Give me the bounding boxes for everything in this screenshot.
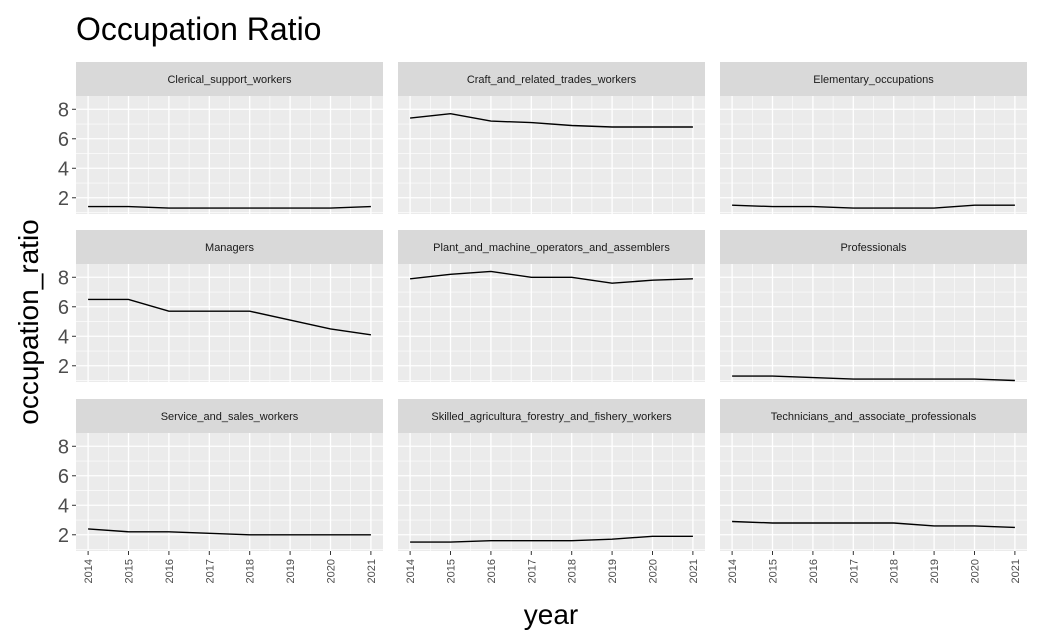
facet-strip xyxy=(720,230,1027,264)
x-tick-label: 2020 xyxy=(325,559,337,583)
series-line xyxy=(88,528,371,536)
facet-strip xyxy=(398,399,705,433)
facet-panel: Managers 2 4 6 8 xyxy=(58,230,383,382)
x-tick-label: 2021 xyxy=(688,559,700,583)
y-tick-label: 8 xyxy=(58,99,69,121)
x-tick-label: 2020 xyxy=(969,559,981,583)
facet-panel: Craft_and_related_trades_workers xyxy=(398,62,705,214)
y-tick-label: 8 xyxy=(58,436,69,458)
facet-strip xyxy=(720,399,1027,433)
series-line xyxy=(732,204,1015,209)
y-tick-label: 4 xyxy=(58,495,69,517)
x-tick-label: 2019 xyxy=(929,559,941,583)
x-tick-label: 2014 xyxy=(405,559,417,583)
x-tick-label: 2019 xyxy=(607,559,619,583)
x-tick-label: 2015 xyxy=(446,559,458,583)
x-tick-label: 2018 xyxy=(889,559,901,583)
series-line xyxy=(410,270,693,284)
x-tick-label: 2014 xyxy=(83,559,95,583)
y-axis-title: occupation_ratio xyxy=(13,219,44,424)
facet-strip xyxy=(398,62,705,96)
y-tick-label: 4 xyxy=(58,326,69,348)
facet-strip xyxy=(76,230,383,264)
facet-panel: Clerical_support_workers 2 4 6 8 xyxy=(58,62,383,214)
x-tick-label: 2016 xyxy=(808,559,820,583)
facet-strip-label: Elementary_occupations xyxy=(813,74,934,86)
facet-strip-label: Professionals xyxy=(840,242,907,254)
y-tick-label: 6 xyxy=(58,466,69,488)
x-tick-label: 2017 xyxy=(204,559,216,583)
x-tick-label: 2016 xyxy=(486,559,498,583)
series-line xyxy=(410,535,693,543)
facet-panel: Elementary_occupations xyxy=(720,62,1027,214)
facet-strip-label: Craft_and_related_trades_workers xyxy=(467,74,637,86)
facet-strip-label: Technicians_and_associate_professionals xyxy=(771,411,977,423)
facet-panel: Technicians_and_associate_professionals 2… xyxy=(720,399,1027,583)
x-tick-label: 2016 xyxy=(164,559,176,583)
facet-panel: Service_and_sales_workers 2 4 6 8 2014 2015 201… xyxy=(58,399,383,583)
x-axis-title: year xyxy=(524,599,578,630)
facet-panel: Skilled_agricultura_forestry_and_fishery… xyxy=(398,399,705,583)
x-tick-label: 2018 xyxy=(245,559,257,583)
facet-strip-label: Skilled_agricultura_forestry_and_fishery… xyxy=(431,411,672,423)
facet-strip xyxy=(76,62,383,96)
x-tick-label: 2019 xyxy=(285,559,297,583)
y-tick-label: 6 xyxy=(58,129,69,151)
facet-panel: Plant_and_machine_operators_and_assemble… xyxy=(398,230,705,382)
facet-strip-label: Service_and_sales_workers xyxy=(161,411,299,423)
x-tick-label: 2014 xyxy=(727,559,739,583)
y-tick-label: 6 xyxy=(58,297,69,319)
x-tick-label: 2021 xyxy=(366,559,378,583)
x-tick-label: 2021 xyxy=(1010,559,1022,583)
series-line xyxy=(732,375,1015,382)
series-line xyxy=(88,205,371,209)
facet-strip xyxy=(76,399,383,433)
x-tick-label: 2017 xyxy=(848,559,860,583)
series-line xyxy=(410,112,693,128)
x-tick-label: 2015 xyxy=(124,559,136,583)
x-tick-label: 2017 xyxy=(526,559,538,583)
y-tick-label: 2 xyxy=(58,525,69,547)
facet-strip-label: Plant_and_machine_operators_and_assemble… xyxy=(433,242,670,254)
y-tick-label: 2 xyxy=(58,188,69,210)
x-tick-label: 2015 xyxy=(768,559,780,583)
chart-title: Occupation Ratio xyxy=(76,11,321,47)
x-tick-label: 2020 xyxy=(647,559,659,583)
facet-strip-label: Managers xyxy=(205,242,254,254)
facet-strip xyxy=(720,62,1027,96)
y-tick-label: 8 xyxy=(58,267,69,289)
facet-panels: Clerical_support_workers 2 4 6 8 Craft_and_re… xyxy=(58,62,1027,583)
facet-panel: Professionals xyxy=(720,230,1027,382)
series-line xyxy=(732,520,1015,529)
facet-strip-label: Clerical_support_workers xyxy=(167,74,292,86)
facet-strip xyxy=(398,230,705,264)
y-tick-label: 4 xyxy=(58,158,69,180)
y-tick-label: 2 xyxy=(58,356,69,378)
series-line xyxy=(88,298,372,336)
x-tick-label: 2018 xyxy=(567,559,579,583)
